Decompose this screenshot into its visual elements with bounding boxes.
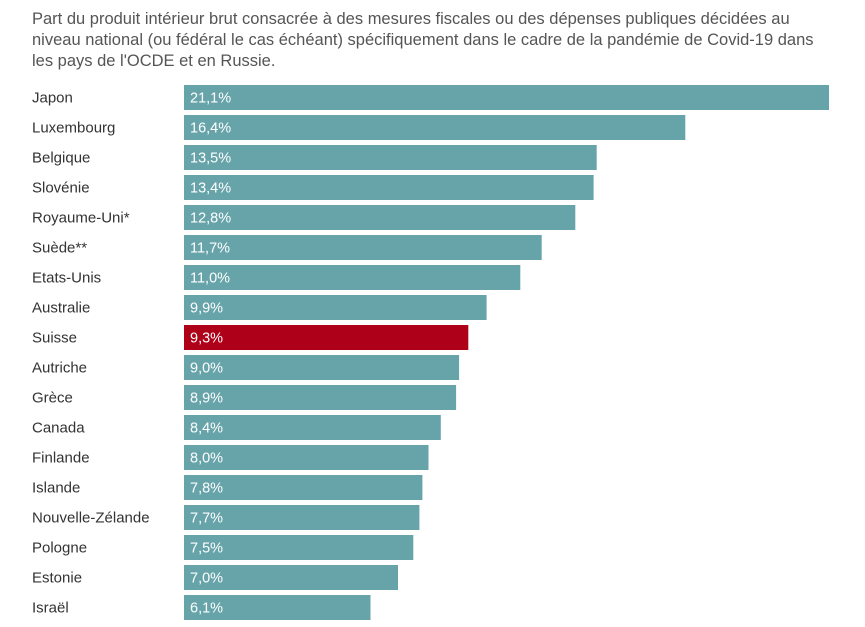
bar <box>184 415 441 440</box>
value-label: 7,8% <box>190 481 223 497</box>
value-label: 12,8% <box>190 211 231 227</box>
category-label: Suisse <box>32 330 77 347</box>
value-label: 9,3% <box>190 331 223 347</box>
category-label: Australie <box>32 300 90 317</box>
category-label: Slovénie <box>32 180 90 197</box>
bar <box>184 505 420 530</box>
category-label: Autriche <box>32 360 87 377</box>
value-label: 13,5% <box>190 151 231 167</box>
value-label: 8,4% <box>190 421 223 437</box>
category-label: Pologne <box>32 540 87 557</box>
bar <box>184 295 487 320</box>
value-label: 21,1% <box>190 91 231 107</box>
category-label: Suède** <box>32 240 87 257</box>
bar <box>184 565 398 590</box>
bar <box>184 115 686 140</box>
value-label: 11,0% <box>190 271 230 287</box>
category-label: Royaume-Uni* <box>32 210 130 227</box>
bar <box>184 205 576 230</box>
bar <box>184 475 423 500</box>
bar <box>184 175 594 200</box>
category-label: Israël <box>32 600 69 617</box>
bar <box>184 265 521 290</box>
category-label: Estonie <box>32 570 82 587</box>
value-label: 7,5% <box>190 541 223 557</box>
category-label: Luxembourg <box>32 120 115 137</box>
value-label: 6,1% <box>190 601 223 617</box>
value-label: 13,4% <box>190 181 231 197</box>
category-label: Japon <box>32 90 73 107</box>
category-label: Finlande <box>32 450 90 467</box>
value-label: 9,9% <box>190 301 223 317</box>
category-label: Etats-Unis <box>32 270 101 287</box>
value-label: 9,0% <box>190 361 223 377</box>
bar <box>184 145 597 170</box>
value-label: 7,7% <box>190 511 223 527</box>
value-label: 8,0% <box>190 451 223 467</box>
bar <box>184 445 429 470</box>
bar <box>184 85 829 110</box>
category-label: Canada <box>32 420 85 437</box>
bar <box>184 385 457 410</box>
value-label: 11,7% <box>190 241 230 257</box>
value-label: 16,4% <box>190 121 231 137</box>
category-label: Islande <box>32 480 80 497</box>
bar-highlight <box>184 325 469 350</box>
bar <box>184 355 460 380</box>
value-label: 7,0% <box>190 571 223 587</box>
category-label: Grèce <box>32 390 73 407</box>
category-label: Belgique <box>32 150 90 167</box>
value-label: 8,9% <box>190 391 223 407</box>
chart-title: Part du produit intérieur brut consacrée… <box>32 10 814 70</box>
bar <box>184 535 414 560</box>
category-label: Nouvelle-Zélande <box>32 510 150 527</box>
bar <box>184 235 542 260</box>
bar <box>184 595 371 620</box>
